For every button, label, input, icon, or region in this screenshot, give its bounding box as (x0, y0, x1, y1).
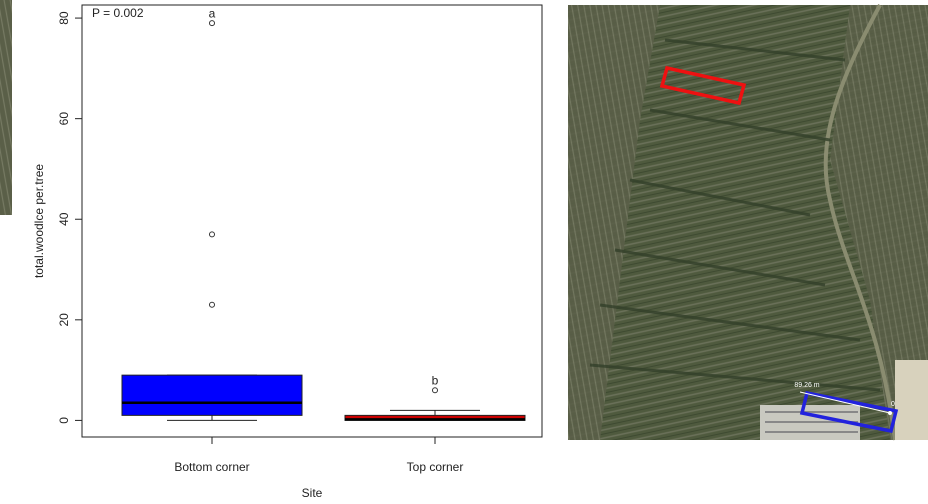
plot-frame (82, 5, 542, 437)
figure: 89.26 m 0 P = 0.002 Site total.woodlce p… (0, 0, 928, 504)
y-tick-label: 40 (57, 212, 71, 226)
x-tick-label: Bottom corner (174, 460, 249, 474)
y-tick-label: 80 (57, 11, 71, 25)
y-tick-label: 20 (57, 313, 71, 327)
p-value: P = 0.002 (92, 6, 144, 20)
group-letter: b (432, 373, 439, 387)
y-axis-title: total.woodlce per.tree (32, 164, 46, 278)
image-fragment (0, 0, 12, 215)
x-tick-label: Top corner (407, 460, 464, 474)
x-axis-title: Site (302, 486, 323, 500)
y-tick-label: 0 (57, 417, 71, 424)
plot: P = 0.002 Site total.woodlce per.tree (32, 5, 542, 500)
satellite-image: 89.26 m 0 (568, 5, 928, 440)
outlier (210, 232, 215, 237)
point-label: 0 (891, 401, 895, 408)
group-letter: a (209, 6, 216, 20)
box (122, 375, 302, 415)
scale-label: 89.26 m (794, 382, 819, 389)
y-tick-label: 60 (57, 112, 71, 126)
outlier (210, 302, 215, 307)
outlier (210, 21, 215, 26)
outlier (433, 388, 438, 393)
